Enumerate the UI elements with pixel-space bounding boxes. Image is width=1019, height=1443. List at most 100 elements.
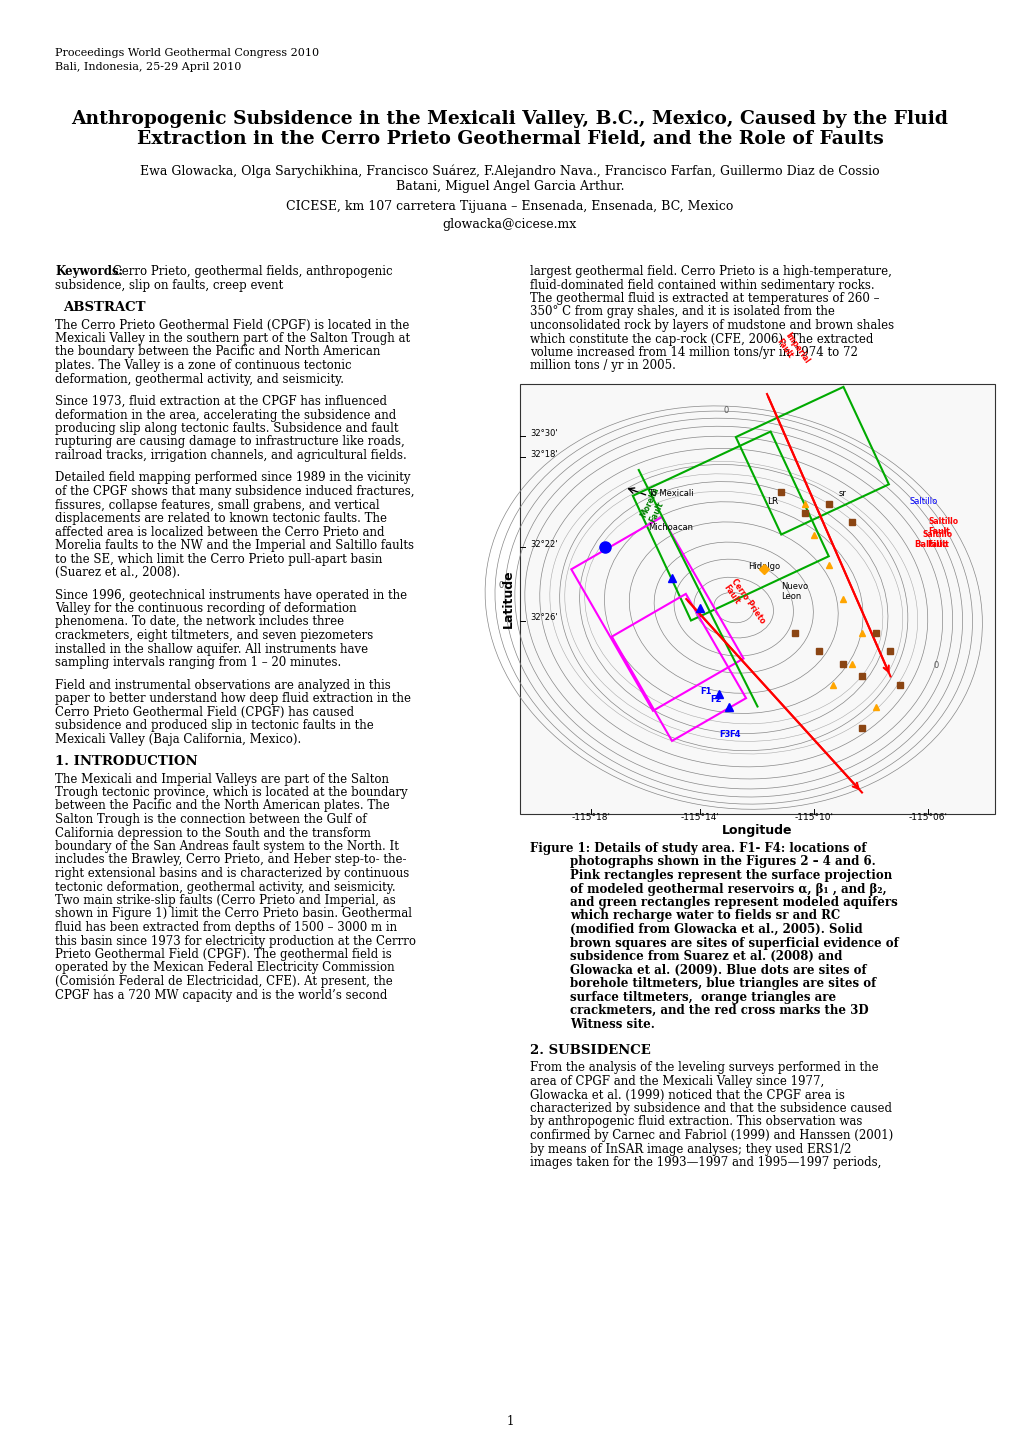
- Text: unconsolidated rock by layers of mudstone and brown shales: unconsolidated rock by layers of mudston…: [530, 319, 894, 332]
- Text: Nuevo
Leon: Nuevo Leon: [781, 582, 808, 600]
- Text: 1. INTRODUCTION: 1. INTRODUCTION: [55, 755, 198, 768]
- Text: From the analysis of the leveling surveys performed in the: From the analysis of the leveling survey…: [530, 1062, 877, 1075]
- Text: plates. The Valley is a zone of continuous tectonic: plates. The Valley is a zone of continuo…: [55, 359, 352, 372]
- Text: 350° C from gray shales, and it is isolated from the: 350° C from gray shales, and it is isola…: [530, 306, 835, 319]
- Bar: [520, 384, 994, 814]
- Text: million tons / yr in 2005.: million tons / yr in 2005.: [530, 359, 676, 372]
- Text: Since 1996, geotechnical instruments have operated in the: Since 1996, geotechnical instruments hav…: [55, 589, 407, 602]
- Text: rupturing are causing damage to infrastructure like roads,: rupturing are causing damage to infrastr…: [55, 436, 405, 449]
- Text: of the CPGF shows that many subsidence induced fractures,: of the CPGF shows that many subsidence i…: [55, 485, 414, 498]
- Text: Keywords:: Keywords:: [55, 266, 123, 278]
- Text: crackmeters, eight tiltmeters, and seven piezometers: crackmeters, eight tiltmeters, and seven…: [55, 629, 373, 642]
- Text: Anthropogenic Subsidence in the Mexicali Valley, B.C., Mexico, Caused by the Flu: Anthropogenic Subsidence in the Mexicali…: [71, 110, 948, 128]
- Text: photographs shown in the Figures 2 – 4 and 6.: photographs shown in the Figures 2 – 4 a…: [570, 856, 875, 869]
- Text: Figure 1: Details of study area. F1- F4: locations of: Figure 1: Details of study area. F1- F4:…: [530, 843, 866, 856]
- Text: Saltillo
Fault: Saltillo Fault: [922, 530, 952, 550]
- Text: Two main strike-slip faults (Cerro Prieto and Imperial, as: Two main strike-slip faults (Cerro Priet…: [55, 895, 395, 908]
- Text: right extensional basins and is characterized by continuous: right extensional basins and is characte…: [55, 867, 409, 880]
- Text: The Mexicali and Imperial Valleys are part of the Salton: The Mexicali and Imperial Valleys are pa…: [55, 772, 388, 785]
- Text: to the SE, which limit the Cerro Prieto pull-apart basin: to the SE, which limit the Cerro Prieto …: [55, 553, 382, 566]
- Text: producing slip along tectonic faults. Subsidence and fault: producing slip along tectonic faults. Su…: [55, 421, 398, 434]
- Text: Witness site.: Witness site.: [570, 1017, 654, 1030]
- Text: shown in Figure 1) limit the Cerro Prieto basin. Geothermal: shown in Figure 1) limit the Cerro Priet…: [55, 908, 412, 921]
- Text: Detailed field mapping performed since 1989 in the vicinity: Detailed field mapping performed since 1…: [55, 472, 410, 485]
- Text: paper to better understand how deep fluid extraction in the: paper to better understand how deep flui…: [55, 693, 411, 706]
- Text: To Mexicali: To Mexicali: [648, 489, 693, 498]
- Text: boundary of the San Andreas fault system to the North. It: boundary of the San Andreas fault system…: [55, 840, 398, 853]
- Text: Bali, Indonesia, 25-29 April 2010: Bali, Indonesia, 25-29 April 2010: [55, 62, 242, 72]
- Text: (Comisión Federal de Electricidad, CFE). At present, the: (Comisión Federal de Electricidad, CFE).…: [55, 975, 392, 988]
- Text: deformation in the area, accelerating the subsidence and: deformation in the area, accelerating th…: [55, 408, 395, 421]
- Text: which constitute the cap-rock (CFE, 2006). The extracted: which constitute the cap-rock (CFE, 2006…: [530, 332, 872, 345]
- Text: -115°10': -115°10': [794, 812, 834, 823]
- Text: CPGF has a 720 MW capacity and is the world’s second: CPGF has a 720 MW capacity and is the wo…: [55, 988, 387, 1001]
- Text: Saltillo
Fault: Saltillo Fault: [927, 517, 958, 537]
- Text: characterized by subsidence and that the subsidence caused: characterized by subsidence and that the…: [530, 1102, 892, 1115]
- Text: (modified from Glowacka et al., 2005). Solid: (modified from Glowacka et al., 2005). S…: [570, 924, 862, 937]
- Text: 32°22': 32°22': [530, 540, 557, 550]
- Text: this basin since 1973 for electricity production at the Cerrro: this basin since 1973 for electricity pr…: [55, 935, 416, 948]
- Text: ABSTRACT: ABSTRACT: [63, 302, 146, 315]
- Text: The geothermal fluid is extracted at temperatures of 260 –: The geothermal fluid is extracted at tem…: [530, 291, 878, 304]
- Text: Cerro Prieto
Fault: Cerro Prieto Fault: [720, 577, 766, 631]
- Text: includes the Brawley, Cerro Prieto, and Heber step-to- the-: includes the Brawley, Cerro Prieto, and …: [55, 853, 407, 866]
- Text: Longitude: Longitude: [721, 824, 792, 837]
- Text: of modeled geothermal reservoirs α, β₁ , and β₂,: of modeled geothermal reservoirs α, β₁ ,…: [570, 883, 886, 896]
- Text: 32°30': 32°30': [530, 429, 557, 437]
- Text: -115°18': -115°18': [572, 812, 610, 823]
- Text: between the Pacific and the North American plates. The: between the Pacific and the North Americ…: [55, 799, 389, 812]
- Text: fluid-dominated field contained within sedimentary rocks.: fluid-dominated field contained within s…: [530, 278, 873, 291]
- Text: Since 1973, fluid extraction at the CPGF has influenced: Since 1973, fluid extraction at the CPGF…: [55, 395, 386, 408]
- Text: Saltillo: Saltillo: [909, 498, 936, 506]
- Text: which recharge water to fields sr and RC: which recharge water to fields sr and RC: [570, 909, 840, 922]
- Text: Imperial
Fault: Imperial Fault: [774, 330, 810, 371]
- Text: Prieto Geothermal Field (CPGF). The geothermal field is: Prieto Geothermal Field (CPGF). The geot…: [55, 948, 391, 961]
- Bar: [611, 595, 745, 740]
- Text: affected area is localized between the Cerro Prieto and: affected area is localized between the C…: [55, 525, 384, 538]
- Bar: [632, 431, 828, 620]
- Text: glowacka@cicese.mx: glowacka@cicese.mx: [442, 218, 577, 231]
- Text: crackmeters, and the red cross marks the 3D: crackmeters, and the red cross marks the…: [570, 1004, 868, 1017]
- Text: phenomena. To date, the network includes three: phenomena. To date, the network includes…: [55, 616, 343, 629]
- Bar: [735, 387, 888, 534]
- Text: tectonic deformation, geothermal activity, and seismicity.: tectonic deformation, geothermal activit…: [55, 880, 395, 893]
- Text: (Suarez et al., 2008).: (Suarez et al., 2008).: [55, 566, 180, 579]
- Text: F1: F1: [700, 687, 711, 696]
- Text: volume increased from 14 million tons/yr in 1974 to 72: volume increased from 14 million tons/yr…: [530, 346, 857, 359]
- Text: subsidence, slip on faults, creep event: subsidence, slip on faults, creep event: [55, 278, 283, 291]
- Text: CICESE, km 107 carretera Tijuana – Ensenada, Ensenada, BC, Mexico: CICESE, km 107 carretera Tijuana – Ensen…: [286, 201, 733, 214]
- Text: by means of InSAR image analyses; they used ERS1/2: by means of InSAR image analyses; they u…: [530, 1143, 851, 1156]
- Text: Michoacan: Michoacan: [648, 524, 693, 532]
- Bar: [571, 517, 743, 711]
- Text: California depression to the South and the transform: California depression to the South and t…: [55, 827, 371, 840]
- Text: subsidence and produced slip in tectonic faults in the: subsidence and produced slip in tectonic…: [55, 719, 373, 732]
- Text: deformation, geothermal activity, and seismicity.: deformation, geothermal activity, and se…: [55, 372, 343, 385]
- Text: Latitude: Latitude: [501, 570, 514, 628]
- Text: fluid has been extracted from depths of 1500 – 3000 m in: fluid has been extracted from depths of …: [55, 921, 396, 934]
- Text: 0: 0: [932, 661, 938, 670]
- Text: sr: sr: [838, 489, 846, 498]
- Text: subsidence from Suarez et al. (2008) and: subsidence from Suarez et al. (2008) and: [570, 949, 842, 962]
- Text: borehole tiltmeters, blue triangles are sites of: borehole tiltmeters, blue triangles are …: [570, 977, 875, 990]
- Text: Hidalgo: Hidalgo: [747, 561, 780, 571]
- Text: F3: F3: [718, 730, 731, 739]
- Text: area of CPGF and the Mexicali Valley since 1977,: area of CPGF and the Mexicali Valley sin…: [530, 1075, 823, 1088]
- Text: 0: 0: [498, 580, 503, 590]
- Text: Glowacka et al. (2009). Blue dots are sites of: Glowacka et al. (2009). Blue dots are si…: [570, 964, 866, 977]
- Text: surface tiltmeters,  orange triangles are: surface tiltmeters, orange triangles are: [570, 990, 836, 1003]
- Text: confirmed by Carnec and Fabriol (1999) and Hanssen (2001): confirmed by Carnec and Fabriol (1999) a…: [530, 1128, 893, 1141]
- Text: Valley for the continuous recording of deformation: Valley for the continuous recording of d…: [55, 602, 357, 615]
- Text: Field and instrumental observations are analyzed in this: Field and instrumental observations are …: [55, 678, 390, 691]
- Text: 32°26': 32°26': [530, 613, 557, 622]
- Text: and green rectangles represent modeled aquifers: and green rectangles represent modeled a…: [570, 896, 897, 909]
- Text: Ewa Glowacka, Olga Sarychikhina, Francisco Suárez, F.Alejandro Nava., Francisco : Ewa Glowacka, Olga Sarychikhina, Francis…: [140, 165, 879, 179]
- Text: the boundary between the Pacific and North American: the boundary between the Pacific and Nor…: [55, 345, 380, 358]
- Text: 32°18': 32°18': [530, 450, 557, 459]
- Text: Trough tectonic province, which is located at the boundary: Trough tectonic province, which is locat…: [55, 786, 408, 799]
- Text: Extraction in the Cerro Prieto Geothermal Field, and the Role of Faults: Extraction in the Cerro Prieto Geotherma…: [137, 130, 882, 149]
- Text: 0: 0: [723, 405, 729, 414]
- Text: Glowacka et al. (1999) noticed that the CPGF area is: Glowacka et al. (1999) noticed that the …: [530, 1088, 844, 1101]
- Text: displacements are related to known tectonic faults. The: displacements are related to known tecto…: [55, 512, 386, 525]
- Text: Pink rectangles represent the surface projection: Pink rectangles represent the surface pr…: [570, 869, 892, 882]
- Text: Salton Trough is the connection between the Gulf of: Salton Trough is the connection between …: [55, 812, 366, 825]
